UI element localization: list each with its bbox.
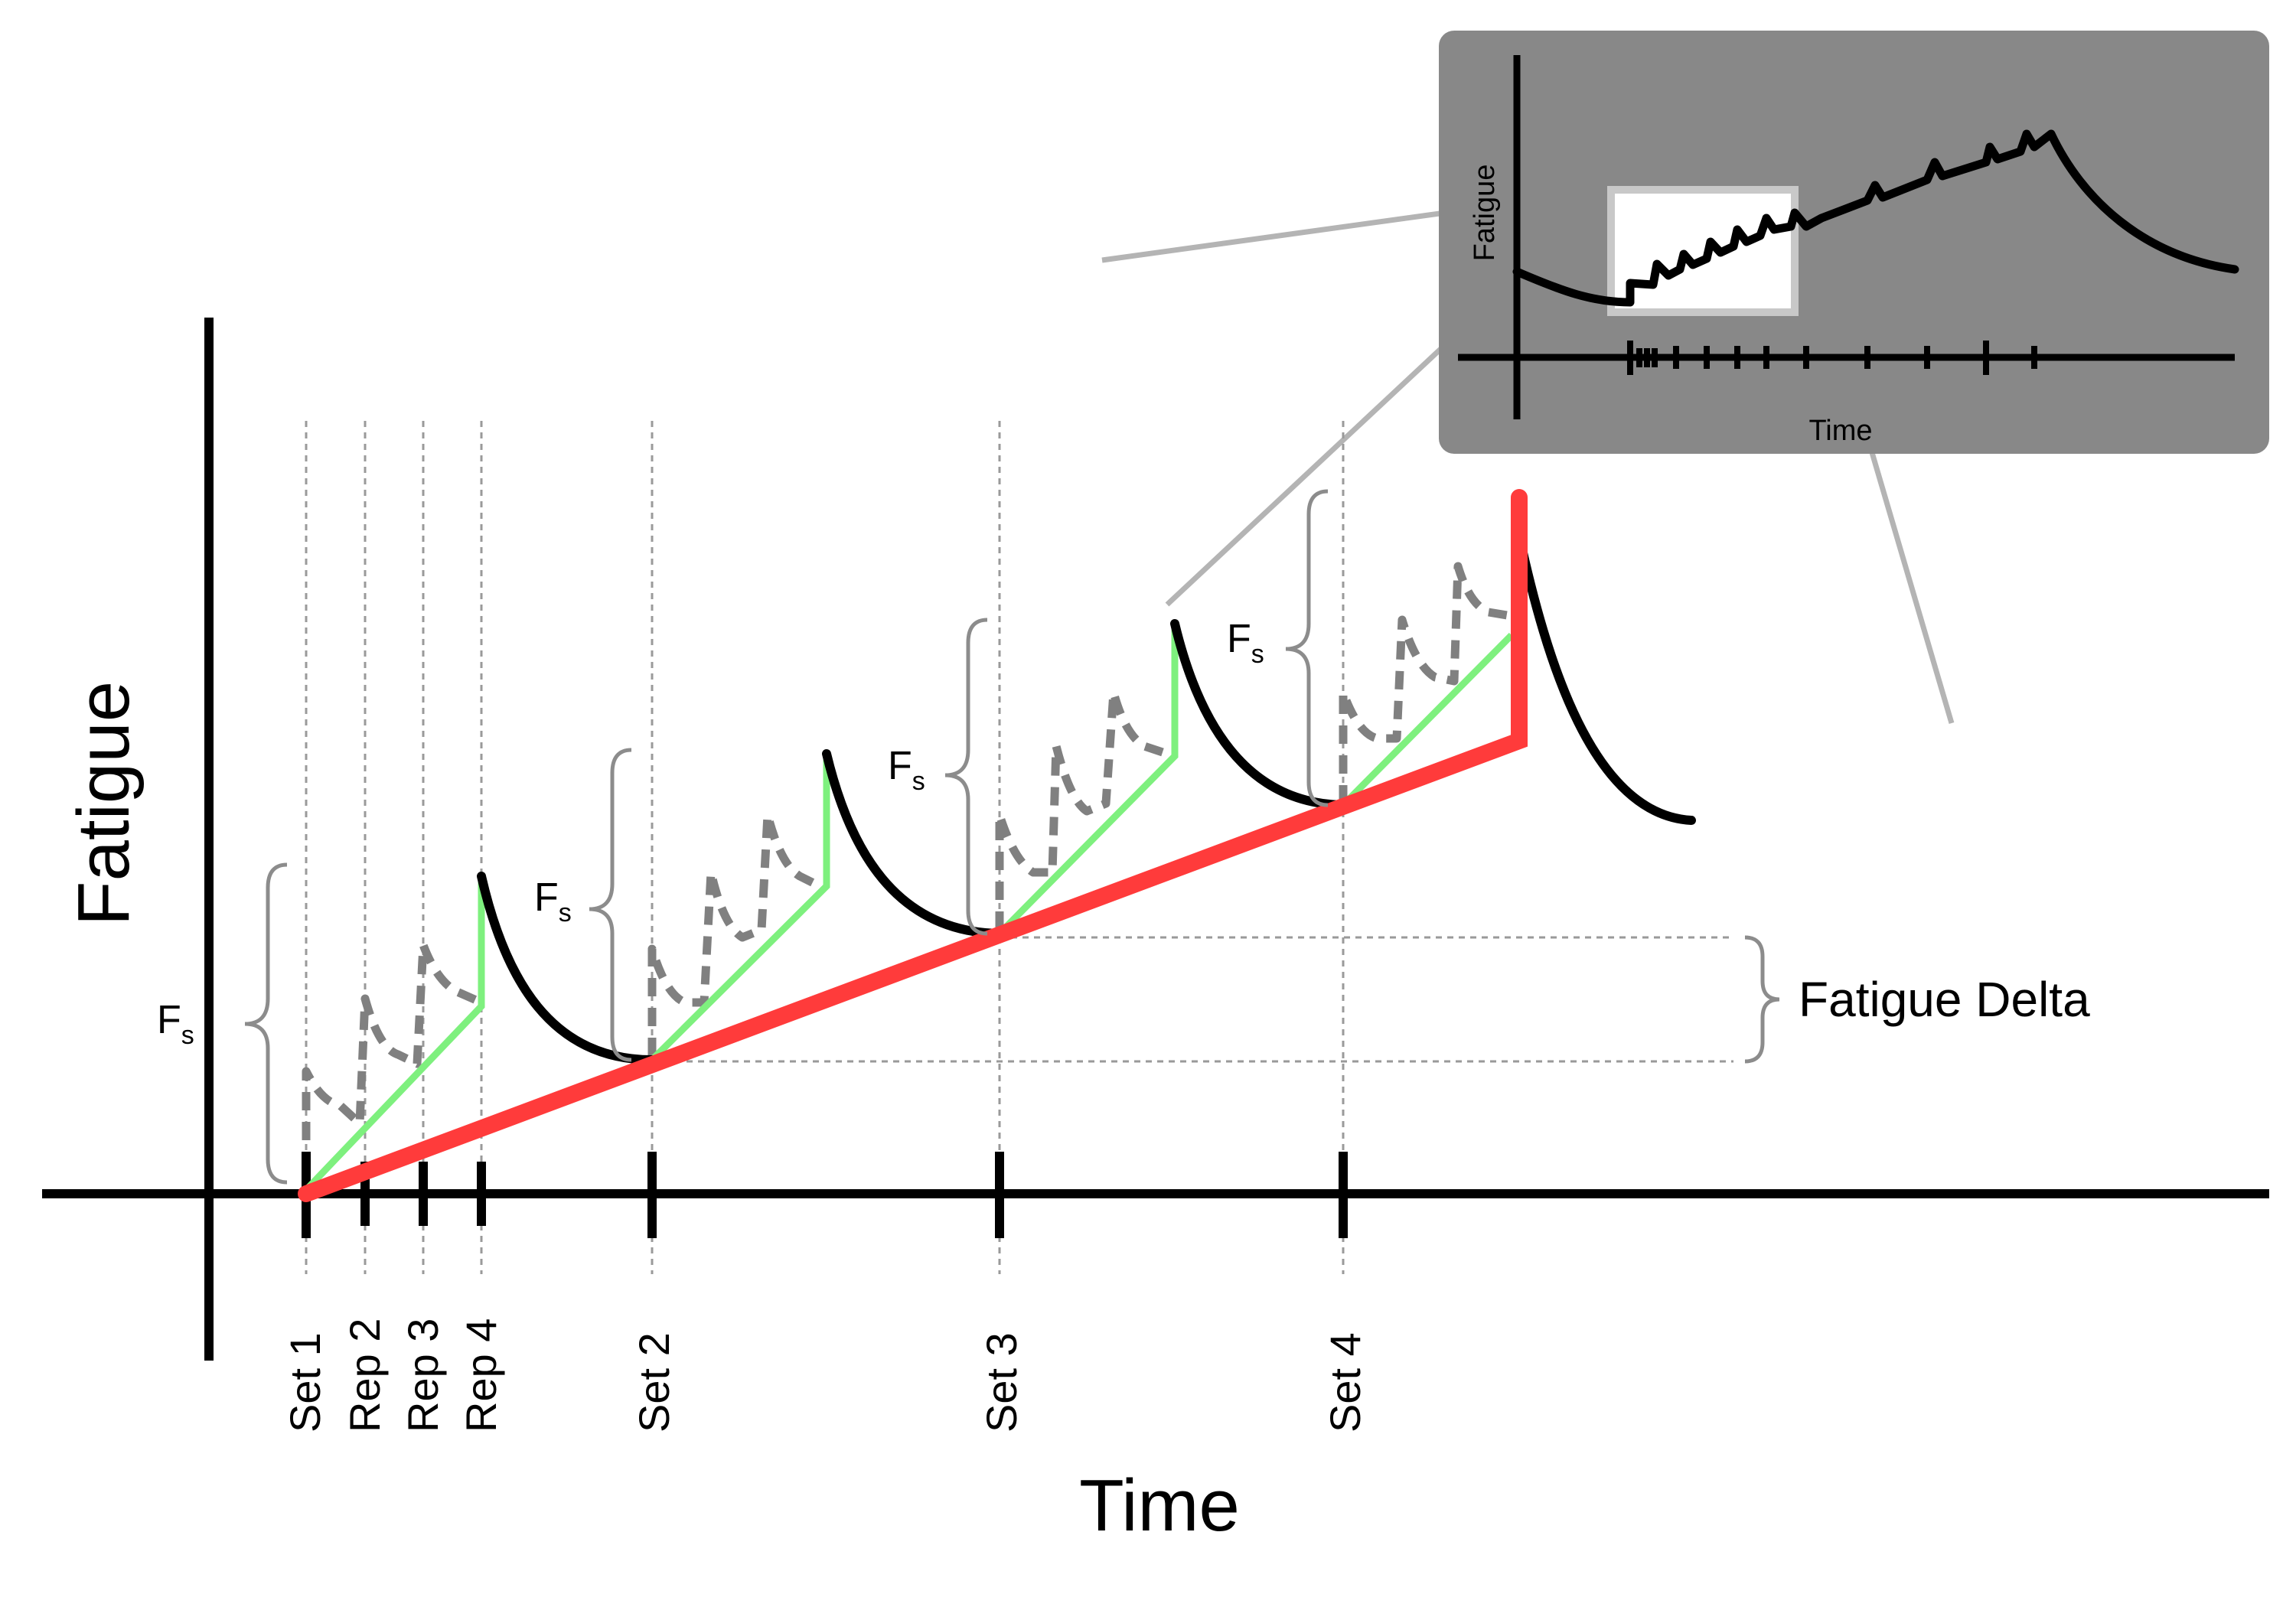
rep-fatigue-dashes (302, 562, 1512, 1140)
set-trend-2 (649, 754, 830, 1063)
rep-dashes-set-4 (1339, 562, 1512, 804)
x-axis-title: Time (1079, 1465, 1240, 1547)
inset-background (1439, 31, 2269, 454)
recovery-curve-4 (1515, 531, 1696, 825)
recovery-curve-3 (1170, 619, 1348, 810)
recovery-curve-1 (477, 872, 657, 1064)
inset-overview: Fatigue Time (1439, 31, 2269, 454)
set-trend-1 (303, 876, 485, 1193)
fs-label-1: Fs (157, 998, 194, 1050)
tick-label-rep-2: Rep 2 (341, 1319, 389, 1433)
rep-dashes-set-3 (995, 688, 1169, 930)
rep-dashes-set-2 (647, 810, 825, 1056)
x-tick-labels: Set 1 Rep 2 Rep 3 Rep 4 Set 2 Set 3 Set … (281, 1319, 1369, 1433)
fatigue-delta-guide-lines (652, 936, 1733, 1063)
tick-label-rep-3: Rep 3 (399, 1319, 447, 1433)
recovery-curves (477, 531, 1696, 1064)
tick-label-set-1: Set 1 (281, 1332, 329, 1433)
fs-brace-1 (244, 862, 288, 1185)
inset-x-axis-title: Time (1808, 415, 1872, 447)
main-axes (42, 318, 2269, 1361)
fs-label-3: Fs (888, 744, 925, 796)
fs-label-4: Fs (1227, 617, 1264, 669)
set-trend-3 (996, 624, 1179, 937)
overall-fatigue-trend (298, 489, 1528, 1202)
tick-label-set-3: Set 3 (977, 1332, 1026, 1433)
set-trend-lines (303, 624, 1515, 1193)
fs-brace-2 (589, 748, 632, 1062)
inset-zoom-window (1607, 186, 1799, 316)
fatigue-delta-label: Fatigue Delta (1799, 972, 2090, 1027)
tick-label-rep-4: Rep 4 (457, 1319, 505, 1433)
inset-fatigue-curve (1512, 129, 2239, 307)
rep-dashes-set-1 (302, 940, 484, 1140)
tick-guide-lines (305, 421, 1345, 1274)
fs-label-2: Fs (534, 875, 572, 927)
set-trend-4 (1340, 632, 1515, 808)
fs-braces (244, 489, 1780, 1185)
tick-label-set-4: Set 4 (1321, 1332, 1369, 1433)
fs-brace-4 (1285, 489, 1329, 807)
tick-label-set-2: Set 2 (630, 1332, 678, 1433)
recovery-curve-2 (822, 749, 1004, 938)
inset-ticks (1627, 341, 2037, 375)
y-axis-title: Fatigue (63, 681, 145, 926)
fatigue-delta-brace (1744, 935, 1780, 1064)
fs-brace-3 (944, 618, 988, 936)
inset-y-axis-title: Fatigue (1469, 165, 1501, 262)
